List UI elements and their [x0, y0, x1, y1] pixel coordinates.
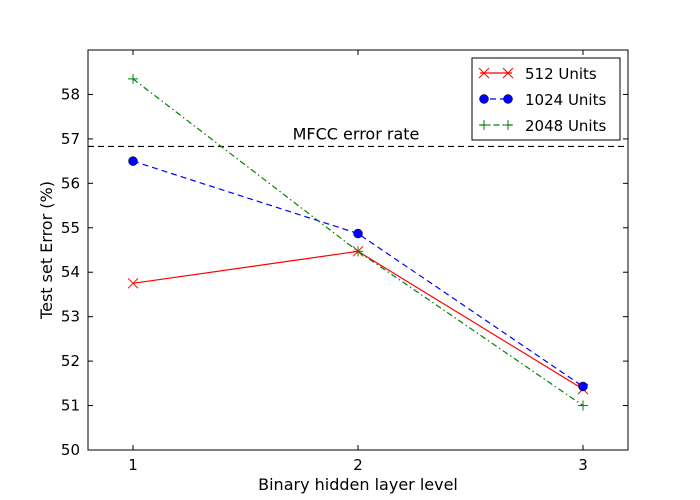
legend-label-0: 512 Units — [525, 65, 597, 83]
legend-marker-1-b — [503, 94, 513, 104]
y-tick-label-5: 55 — [61, 219, 80, 237]
legend-label-1: 1024 Units — [525, 91, 606, 109]
x-tick-label-2: 3 — [578, 456, 588, 474]
data-point-s2-1 — [353, 246, 363, 257]
y-tick-label-4: 54 — [61, 263, 80, 281]
y-axis-label: Test set Error (%) — [37, 181, 56, 320]
y-tick-label-7: 57 — [61, 130, 80, 148]
data-point-s1-1 — [353, 228, 363, 239]
legend-box — [471, 57, 621, 141]
y-tick-label-8: 58 — [61, 85, 80, 103]
data-point-s0-0 — [127, 277, 139, 289]
y-tick-label-2: 52 — [61, 352, 80, 370]
y-tick-label-0: 50 — [61, 441, 80, 459]
legend-marker-1-a — [479, 94, 489, 104]
y-tick-label-3: 53 — [61, 308, 80, 326]
x-tick-label-1: 2 — [353, 456, 363, 474]
data-point-s2-2 — [578, 400, 588, 411]
legend-marker-2-b — [503, 120, 513, 130]
x-tick-label-0: 1 — [128, 456, 138, 474]
data-point-s1-2 — [578, 381, 588, 392]
legend-label-2: 2048 Units — [525, 117, 606, 135]
y-tick-label-1: 51 — [61, 397, 80, 415]
series-line-0 — [132, 250, 584, 390]
data-point-s2-0 — [128, 73, 138, 84]
x-axis-label: Binary hidden layer level — [258, 475, 458, 494]
reference-line-label-0: MFCC error rate — [293, 124, 420, 143]
legend-marker-2-a — [479, 120, 489, 130]
legend: 512 Units 1024 Units 2048 Units — [471, 57, 621, 141]
legend-marker-0-a — [478, 67, 490, 79]
data-point-s1-0 — [128, 156, 138, 166]
y-tick-label-6: 56 — [61, 174, 80, 192]
legend-marker-0-b — [502, 67, 514, 79]
